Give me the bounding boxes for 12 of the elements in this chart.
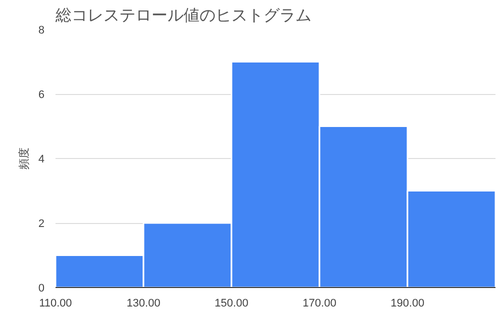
x-tick-label: 190.00 — [390, 298, 424, 309]
x-tick-label: 150.00 — [214, 298, 248, 309]
x-tick-label: 170.00 — [302, 298, 336, 309]
x-tick-label: 110.00 — [39, 298, 72, 309]
y-tick-label: 0 — [38, 282, 45, 294]
y-axis-title: 頻度 — [17, 148, 30, 170]
chart-title: 総コレステロール値のヒストグラム — [54, 8, 312, 24]
x-tick-label: 130.00 — [126, 298, 160, 309]
y-tick-label: 6 — [38, 89, 45, 101]
y-tick-label: 4 — [38, 154, 45, 166]
y-tick-label: 8 — [38, 24, 45, 36]
y-tick-label: 2 — [38, 218, 45, 230]
